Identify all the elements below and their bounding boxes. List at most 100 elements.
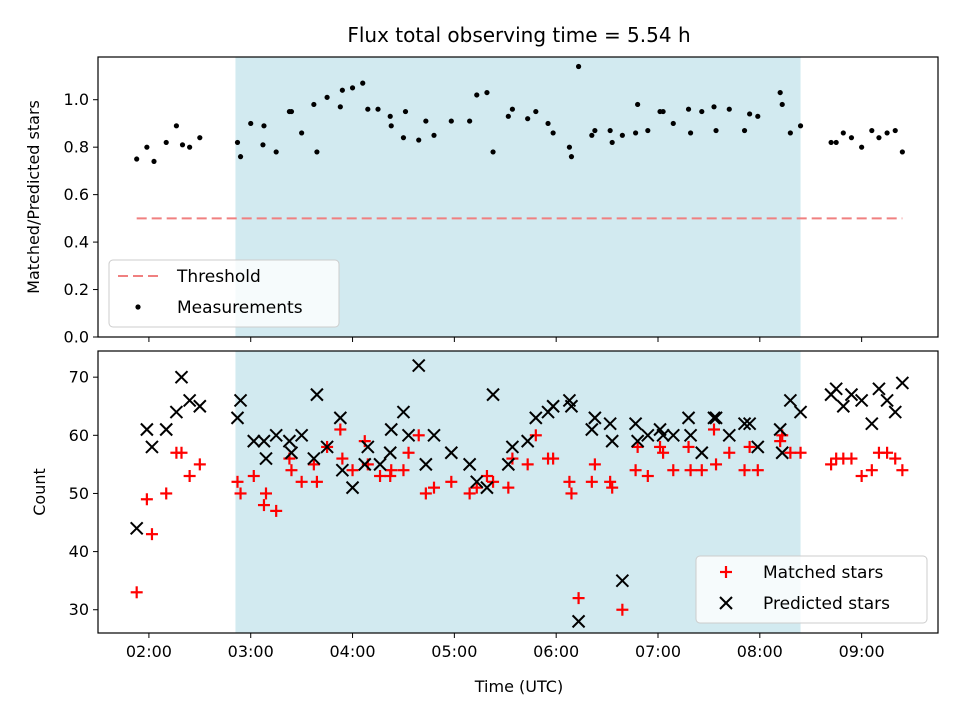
predicted-star-point — [630, 434, 645, 448]
matched-star-point — [419, 487, 432, 500]
matched-star-point — [346, 464, 359, 477]
matched-star-point — [260, 487, 272, 500]
measurement-point — [273, 149, 279, 155]
measurement-point — [288, 108, 295, 115]
predicted-star-point — [836, 399, 851, 413]
measurement-point — [876, 135, 882, 141]
measurement-point — [237, 154, 244, 160]
measurement-point — [402, 108, 409, 115]
matched-star-point — [682, 440, 695, 453]
measurement-point — [509, 106, 515, 112]
matched-star-point — [445, 475, 458, 488]
measurement-point — [607, 127, 613, 134]
measurement-point — [777, 89, 783, 96]
measurement-point — [248, 120, 254, 127]
matched-star-point — [307, 458, 320, 471]
matched-star-point — [529, 429, 542, 442]
matched-star-point — [193, 458, 206, 471]
predicted-star-point — [307, 451, 321, 466]
measurement-point — [575, 63, 582, 70]
x-tick-label: 04:00 — [329, 642, 375, 661]
matched-star-point — [896, 464, 909, 477]
measurement-point — [151, 158, 157, 165]
predicted-star-point — [140, 422, 154, 437]
matched-star-point — [310, 475, 323, 488]
top-y-tick-label: 0.8 — [64, 138, 89, 157]
predicted-star-point — [373, 457, 387, 472]
predicted-star-point — [480, 480, 494, 495]
measurement-point — [387, 113, 393, 119]
predicted-star-point — [588, 411, 602, 425]
measurement-point — [197, 135, 203, 141]
matched-star-point — [183, 470, 196, 483]
top-measurement-points — [134, 63, 905, 165]
predicted-star-point — [775, 446, 789, 460]
measurement-point — [589, 132, 595, 138]
bottom-y-tick-label: 60 — [69, 426, 89, 445]
predicted-star-point — [854, 393, 869, 408]
measurement-point — [490, 149, 496, 155]
predicted-star-point — [865, 416, 879, 431]
measurement-point — [899, 149, 905, 155]
predicted-star-point — [444, 446, 459, 460]
predicted-star-point — [681, 411, 696, 425]
measurement-point — [711, 104, 717, 110]
legend-predicted-label: Predicted stars — [763, 594, 890, 614]
measurement-point — [566, 144, 573, 150]
top-y-tick-label: 0.6 — [64, 185, 89, 204]
matched-star-point — [175, 446, 188, 459]
measurement-point — [173, 123, 179, 129]
measurement-point — [505, 113, 511, 119]
measurement-point — [635, 101, 641, 108]
top-y-tick-label: 0.0 — [64, 328, 89, 347]
legend-measurements-label: Measurements — [177, 298, 303, 318]
legend-measurements-swatch — [135, 304, 141, 310]
predicted-star-point — [269, 428, 283, 443]
matched-star-point — [889, 452, 902, 465]
measurement-point — [339, 87, 345, 93]
measurement-point — [859, 144, 865, 150]
matched-star-point — [257, 499, 270, 512]
predicted-star-point — [169, 405, 184, 419]
top-legend: Threshold Measurements — [108, 259, 340, 328]
predicted-star-point — [486, 387, 500, 402]
predicted-star-point — [529, 411, 543, 425]
matched-star-point — [428, 481, 440, 494]
matched-star-point — [588, 458, 601, 471]
predicted-star-point — [282, 434, 297, 448]
measurement-point — [670, 120, 676, 127]
predicted-star-point — [396, 405, 411, 419]
matched-star-point — [616, 603, 629, 616]
predicted-star-point — [709, 411, 723, 425]
measurement-point — [592, 127, 598, 134]
legend-predicted-swatch — [719, 596, 733, 610]
predicted-star-point — [656, 428, 670, 443]
measurement-point — [311, 101, 317, 108]
predicted-star-point — [793, 405, 808, 419]
measurement-point — [833, 139, 839, 146]
matched-star-point — [145, 528, 158, 541]
predicted-star-point — [247, 434, 261, 448]
predicted-star-point — [546, 399, 560, 413]
matched-star-point — [794, 446, 807, 459]
measurement-point — [685, 106, 692, 112]
measurement-point — [660, 108, 666, 115]
matched-star-point — [710, 458, 723, 471]
bottom-y-tick-label: 40 — [69, 542, 89, 561]
top-y-tick-label: 1.0 — [64, 90, 89, 109]
predicted-star-point — [605, 434, 619, 448]
matched-star-point — [572, 592, 585, 605]
measurement-point — [234, 139, 241, 146]
measurement-point — [324, 94, 330, 100]
measurement-point — [431, 132, 437, 138]
predicted-star-point — [783, 393, 798, 408]
matched-star-point — [743, 440, 756, 453]
measurement-point — [187, 144, 193, 150]
measurement-point — [349, 85, 356, 91]
x-axis-label: Time (UTC) — [474, 677, 563, 696]
top-panel: 0.0 0.2 0.4 0.6 0.8 1.0 Matched/Predicted sta… — [24, 56, 939, 347]
measurement-point — [260, 142, 266, 148]
legend-threshold-label: Threshold — [176, 267, 261, 287]
predicted-star-point — [603, 416, 617, 431]
top-legend-box — [108, 259, 340, 328]
